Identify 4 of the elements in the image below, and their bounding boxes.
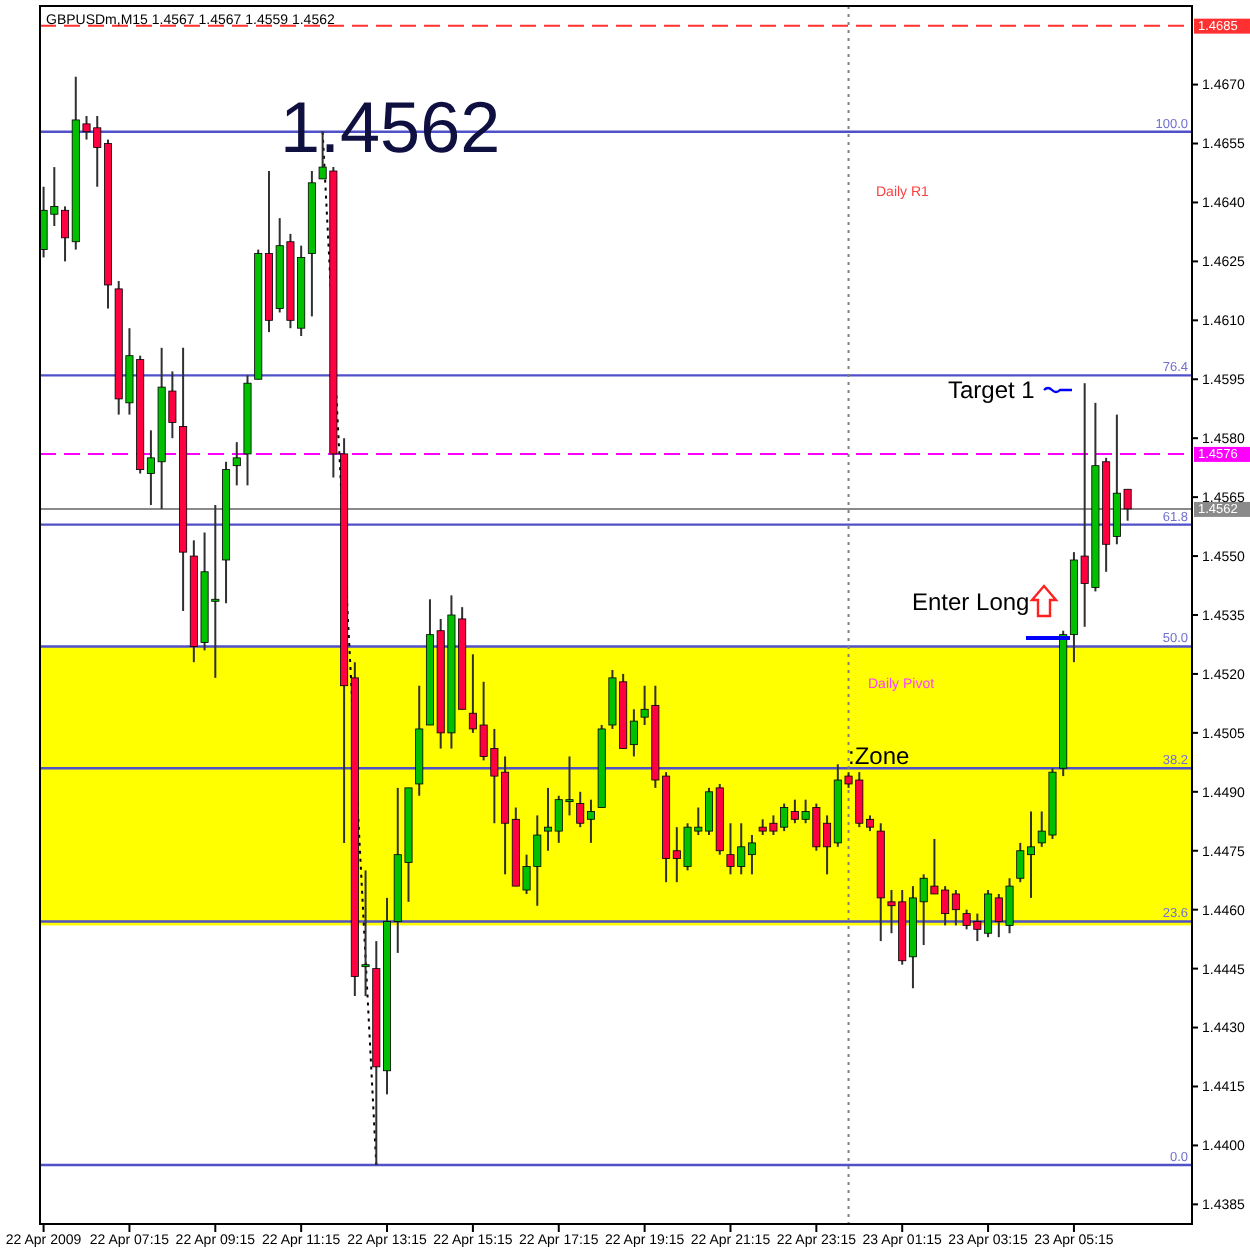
annotation: Target 1 [948,376,1036,404]
annotation: :Zone [848,742,911,770]
candlestick [232,441,241,487]
annotation: Enter Long [912,588,1030,616]
